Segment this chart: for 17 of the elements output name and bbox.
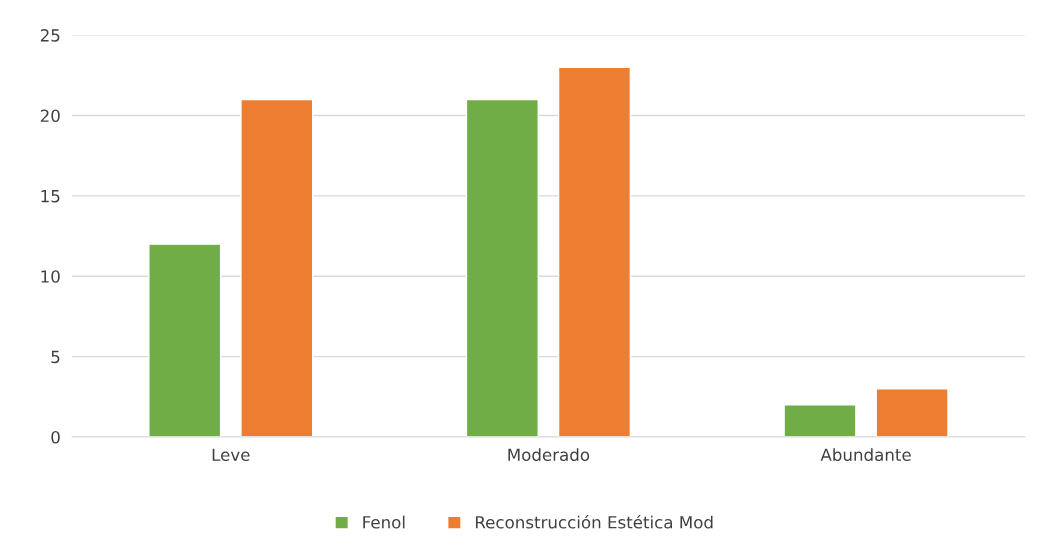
y-tick-label: 25 [40, 29, 60, 42]
x-tick-label: Abundante [820, 448, 911, 462]
y-tick-label: 15 [41, 190, 60, 203]
y-tick-label: 20 [40, 109, 60, 123]
bar [557, 66, 632, 438]
x-tick-label: Leve [212, 448, 250, 462]
bar [875, 388, 949, 438]
bar [465, 98, 539, 438]
y-tick-label: 0 [51, 430, 60, 444]
y-tick-label: 5 [51, 350, 60, 364]
x-tick-label: Moderado [508, 448, 590, 462]
bar [783, 404, 857, 438]
legend-label: Fenol [363, 515, 405, 529]
bar [240, 98, 314, 438]
y-tick-label: 10 [41, 270, 60, 283]
bar [148, 243, 222, 438]
legend-label: Reconstrucción Estética Mod [475, 515, 713, 529]
